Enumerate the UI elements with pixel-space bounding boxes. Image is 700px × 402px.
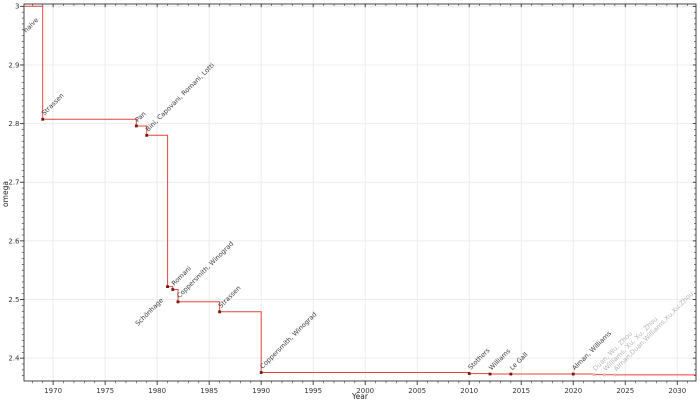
y-tick-label: 2.5 — [8, 296, 19, 304]
x-tick-label: 2030 — [668, 387, 686, 395]
data-point-marker — [171, 288, 175, 291]
plot-area: 1970 1975 1980 1985 1990 1995 2000 2005 2010 2015… — [8, 3, 697, 395]
y-axis-title: omega — [1, 181, 10, 207]
data-point-marker — [41, 117, 45, 121]
data-point-marker — [571, 372, 575, 376]
data-point-marker — [467, 372, 471, 375]
data-point-marker — [134, 124, 138, 128]
data-point-annotation: Strassen — [217, 284, 243, 310]
data-point-annotation: Bini, Capovani, Romani, Lotti — [144, 61, 216, 133]
x-tick-label: 2015 — [512, 387, 530, 395]
x-tick-label: 1980 — [148, 387, 166, 395]
x-tick-label: 1995 — [304, 387, 322, 395]
data-point-marker — [488, 372, 492, 376]
data-point-marker — [218, 310, 221, 314]
data-point-marker — [613, 373, 617, 377]
data-point-annotation: Schönhage — [134, 296, 165, 327]
y-tick-label: 2.8 — [8, 120, 19, 128]
y-tick-label: 2.4 — [8, 355, 20, 363]
x-tick-label: 1975 — [96, 387, 114, 395]
x-tick-label: 1985 — [200, 387, 218, 395]
data-point-marker — [145, 133, 149, 137]
data-point-marker — [592, 373, 596, 377]
x-tick-label: 1970 — [44, 387, 62, 395]
data-point-marker — [509, 372, 513, 376]
data-point-annotation: naive — [22, 16, 40, 34]
series-line — [24, 5, 696, 376]
data-point-annotation: Coppersmith, Winograd — [258, 310, 318, 370]
x-axis-title: Year — [351, 392, 369, 401]
x-tick-label: 2020 — [564, 387, 582, 395]
x-tick-label: 1990 — [252, 387, 270, 395]
y-tick-label: 2.9 — [8, 61, 19, 69]
data-point-annotation: Le Gall — [508, 350, 529, 371]
y-tick-label: 2.7 — [8, 179, 19, 187]
plot-border — [23, 3, 697, 382]
data-point-marker — [259, 371, 263, 374]
data-point-marker — [166, 285, 169, 289]
data-point-marker — [176, 300, 180, 304]
x-tick-label: 2000 — [356, 387, 374, 395]
data-point-annotation: Alman,Duan,Williams,Xu,Xu,Zhou — [612, 290, 695, 373]
x-tick-label: 2010 — [460, 387, 478, 395]
data-point-annotation: Pan — [134, 110, 148, 124]
data-point-marker — [603, 373, 606, 377]
y-tick-label: 3 — [15, 3, 19, 11]
x-tick-label: 2025 — [616, 387, 634, 395]
data-point-annotation: Williams, Xu, Xu, Zhou — [602, 315, 660, 373]
x-tick-label: 2005 — [408, 387, 426, 395]
y-tick-label: 2.6 — [8, 237, 20, 245]
